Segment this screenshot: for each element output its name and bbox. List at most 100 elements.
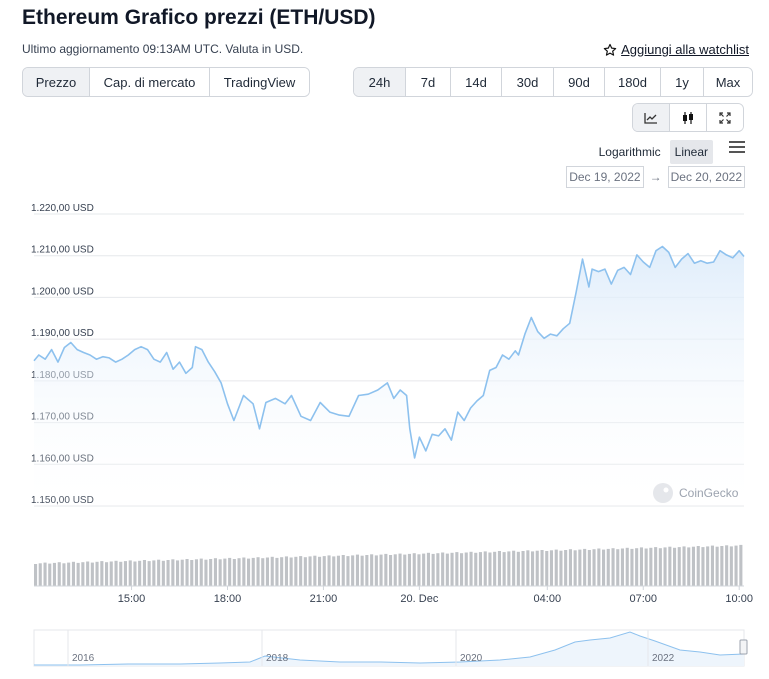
volume-bar xyxy=(715,546,719,586)
volume-bar xyxy=(237,558,241,586)
navigator-line xyxy=(34,631,745,666)
x-tick-label: 15:00 xyxy=(118,593,146,605)
volume-bar xyxy=(417,554,421,586)
volume-bar xyxy=(531,551,535,586)
volume-bar xyxy=(265,557,269,586)
volume-bar xyxy=(393,554,397,586)
volume-bar xyxy=(535,550,539,586)
coingecko-watermark: CoinGecko xyxy=(653,483,739,503)
date-to-input[interactable]: Dec 20, 2022 xyxy=(667,166,745,188)
line-chart-button[interactable] xyxy=(633,104,670,131)
linear-option[interactable]: Linear xyxy=(669,140,713,164)
volume-bar xyxy=(228,557,232,586)
tab-prezzo[interactable]: Prezzo xyxy=(23,68,90,96)
range-14d-button[interactable]: 14d xyxy=(451,68,502,96)
range-max-button[interactable]: Max xyxy=(704,68,752,96)
expand-icon xyxy=(719,111,731,124)
volume-bar xyxy=(469,551,473,586)
volume-bar xyxy=(294,556,298,586)
volume-bar xyxy=(119,561,123,586)
volume-bar xyxy=(322,556,326,586)
y-tick-label: 1.200,00 USD xyxy=(31,286,94,297)
volume-bar xyxy=(157,559,161,586)
volume-bar xyxy=(90,562,94,586)
date-from-input[interactable]: Dec 19, 2022 xyxy=(566,166,644,188)
volume-bar xyxy=(464,552,468,586)
tab-market-cap[interactable]: Cap. di mercato xyxy=(90,68,210,96)
range-7d-button[interactable]: 7d xyxy=(406,68,451,96)
navigator-area xyxy=(34,632,744,666)
y-tick-label: 1.220,00 USD xyxy=(31,203,94,214)
volume-bar xyxy=(332,556,336,586)
volume-bar xyxy=(86,561,90,586)
fullscreen-button[interactable] xyxy=(707,104,743,131)
volume-bar xyxy=(360,555,364,586)
volume-bar xyxy=(422,553,426,586)
range-180d-button[interactable]: 180d xyxy=(605,68,661,96)
volume-bar xyxy=(412,553,416,586)
volume-bar xyxy=(701,547,705,586)
navigator-handle[interactable] xyxy=(739,639,748,655)
volume-bar xyxy=(611,548,615,586)
volume-bar xyxy=(403,554,407,586)
volume-bar xyxy=(554,549,558,586)
range-1y-button[interactable]: 1y xyxy=(661,68,704,96)
volume-bar xyxy=(147,561,151,586)
volume-bar xyxy=(696,546,700,586)
volume-bar xyxy=(379,554,383,586)
volume-bar xyxy=(545,551,549,586)
volume-bar xyxy=(516,551,520,586)
line-chart-icon xyxy=(644,112,657,124)
volume-bar xyxy=(76,562,80,586)
volume-bar xyxy=(441,552,445,586)
volume-bar xyxy=(687,547,691,586)
volume-bar xyxy=(341,555,345,586)
volume-bar xyxy=(431,553,435,586)
volume-bar xyxy=(81,562,85,586)
volume-bar xyxy=(176,560,180,586)
volume-bar xyxy=(247,558,251,586)
volume-bar xyxy=(171,559,175,586)
x-tick-label: 20. Dec xyxy=(400,593,438,605)
tab-tradingview[interactable]: TradingView xyxy=(210,68,309,96)
volume-bar xyxy=(38,563,42,586)
y-tick-label: 1.190,00 USD xyxy=(31,328,94,339)
range-30d-button[interactable]: 30d xyxy=(502,68,554,96)
volume-bar xyxy=(658,548,662,586)
add-to-watchlist-link[interactable]: Aggiungi alla watchlist xyxy=(603,42,749,57)
volume-bar xyxy=(625,547,629,586)
volume-bar xyxy=(635,548,639,586)
range-24h-button[interactable]: 24h xyxy=(354,68,406,96)
scale-toggle: Logarithmic Linear xyxy=(594,140,713,164)
date-range-inputs: Dec 19, 2022 → Dec 20, 2022 xyxy=(566,166,745,188)
volume-bar xyxy=(114,560,118,586)
volume-bar xyxy=(161,560,165,586)
volume-bar xyxy=(573,550,577,586)
x-tick-label: 07:00 xyxy=(629,593,657,605)
volume-bar xyxy=(218,559,222,586)
volume-bar xyxy=(313,555,317,586)
volume-bar xyxy=(43,562,47,586)
volume-bar xyxy=(682,546,686,586)
x-tick-label: 21:00 xyxy=(310,593,338,605)
volume-bar xyxy=(455,552,459,586)
volume-bar xyxy=(407,553,411,586)
volume-bar xyxy=(649,547,653,586)
volume-bar xyxy=(194,559,198,586)
volume-bar xyxy=(100,561,104,586)
volume-bar xyxy=(280,557,284,586)
hamburger-menu-icon[interactable] xyxy=(729,141,745,155)
range-90d-button[interactable]: 90d xyxy=(554,68,605,96)
candlestick-button[interactable] xyxy=(670,104,707,131)
coingecko-logo-icon xyxy=(653,483,673,503)
volume-bar xyxy=(67,562,71,586)
volume-bar xyxy=(729,546,733,586)
price-area xyxy=(34,246,744,506)
chart-tabs: Prezzo Cap. di mercato TradingView xyxy=(22,67,310,97)
volume-bar xyxy=(223,558,227,586)
time-navigator: 2016 2018 2020 2022 xyxy=(33,629,748,667)
volume-bar xyxy=(123,561,127,586)
volume-bar xyxy=(720,546,724,586)
logarithmic-option[interactable]: Logarithmic xyxy=(598,145,661,159)
